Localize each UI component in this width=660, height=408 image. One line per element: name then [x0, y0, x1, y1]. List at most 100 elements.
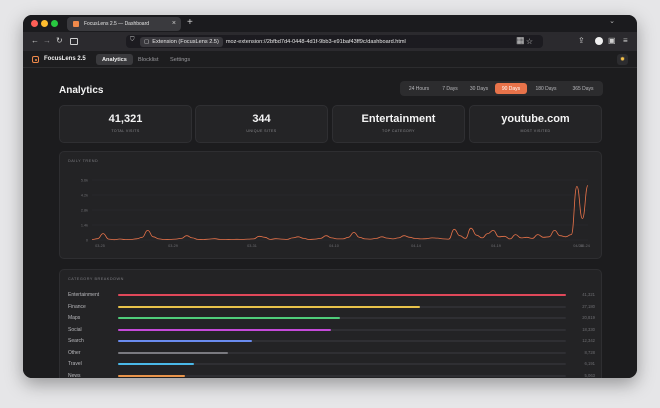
range-24-hours[interactable]: 24 Hours [408, 85, 430, 92]
category-bar-track [118, 317, 566, 319]
share-icon[interactable]: ⇪ [578, 36, 585, 45]
list-all-tabs-icon[interactable]: ⌄ [609, 18, 615, 25]
category-name: News [68, 372, 81, 379]
minimize-window-button[interactable] [41, 20, 48, 27]
category-bar [118, 294, 566, 296]
stat-value: 41,321 [108, 113, 143, 125]
tab-strip: FocusLens 2.5 — Dashboard × + ⌄ [23, 15, 637, 32]
y-tick-label: 2.8k [81, 209, 88, 213]
category-bar [118, 374, 186, 377]
extension-identity-chip[interactable]: ▢ Extension (FocusLens 2.5) [140, 36, 223, 47]
daily-trend-title: DAILY TREND [68, 159, 99, 163]
stat-top-category: Entertainment TOP CATEGORY [332, 105, 465, 143]
daily-trend-panel: DAILY TREND 5.6k 4.2k 2.8k 1.4k 0 03-25 03-29 0… [59, 151, 602, 259]
y-tick-label: 5.6k [81, 179, 88, 183]
range-180-days[interactable]: 180 Days [535, 85, 557, 92]
stat-value: 344 [252, 113, 271, 125]
y-tick-label: 4.2k [81, 194, 88, 198]
new-tab-icon[interactable]: + [187, 17, 193, 28]
stat-total-visits: 41,321 TOTAL VISITS [59, 105, 192, 143]
page-title: Analytics [59, 85, 104, 96]
range-selector: 24 Hours 7 Days 30 Days 90 Days 180 Days… [400, 81, 603, 96]
category-name: Search [68, 338, 84, 344]
stat-value: youtube.com [501, 113, 570, 125]
stat-label: MOST VISITED [520, 129, 551, 133]
stat-unique-sites: 344 UNIQUE SITES [195, 105, 328, 143]
browser-tab[interactable]: FocusLens 2.5 — Dashboard × [67, 17, 181, 31]
range-365-days[interactable]: 365 Days [572, 85, 594, 92]
category-bar-track [118, 328, 566, 331]
browser-window: FocusLens 2.5 — Dashboard × + ⌄ ← → ↻ ⛉ … [23, 15, 637, 378]
category-count: 5,063 [584, 372, 595, 378]
dashboard: Analytics 24 Hours 7 Days 30 Days 90 Day… [23, 69, 637, 378]
focuslens-logo-icon [32, 56, 39, 63]
category-bar-track [118, 363, 566, 365]
range-7-days[interactable]: 7 Days [442, 85, 458, 92]
stat-label: TOTAL VISITS [111, 129, 140, 133]
range-90-days[interactable]: 90 Days [495, 83, 527, 94]
maximize-window-button[interactable] [51, 20, 58, 27]
category-name: Maps [68, 315, 81, 321]
category-bar-track [118, 340, 566, 342]
x-tick-label: 04/24 [573, 244, 583, 248]
category-row: Social 18,330 [68, 326, 595, 334]
category-count: 12,342 [582, 338, 595, 343]
stat-label: UNIQUE SITES [246, 129, 277, 133]
category-count: 6,191 [584, 361, 595, 366]
category-row: Maps 20,819 [68, 314, 595, 322]
trend-line [91, 185, 589, 241]
back-icon[interactable]: ← [31, 36, 39, 45]
stat-value: Entertainment [361, 113, 436, 125]
category-row: Entertainment 41,321 [68, 291, 595, 299]
category-bar-track [118, 351, 566, 354]
close-window-button[interactable] [31, 20, 38, 27]
x-tick-label: 04-14 [411, 244, 421, 248]
category-bar-track [118, 305, 566, 308]
category-bar [118, 317, 340, 319]
category-row: News 5,063 [68, 372, 595, 379]
extensions-icon[interactable]: ▣ [608, 36, 616, 45]
shield-icon[interactable]: ⛉ [130, 37, 135, 43]
sidebar-icon[interactable] [70, 38, 78, 45]
category-count: 20,819 [582, 315, 595, 320]
category-bar [118, 328, 331, 331]
category-name: Entertainment [68, 292, 100, 298]
category-breakdown-title: CATEGORY BREAKDOWN [68, 277, 124, 281]
category-name: Social [68, 326, 82, 333]
x-tick-label: 03-31 [247, 244, 257, 248]
tab-title: FocusLens 2.5 — Dashboard [84, 21, 150, 27]
x-tick-label: 03-29 [168, 244, 178, 248]
stat-label: TOP CATEGORY [382, 129, 415, 133]
category-row: Other 8,728 [68, 349, 595, 357]
category-count: 8,728 [584, 349, 595, 355]
reload-icon[interactable]: ↻ [56, 36, 63, 45]
category-bar [118, 351, 228, 354]
x-tick-label: 04-19 [491, 244, 501, 248]
category-row: Travel 6,191 [68, 360, 595, 368]
category-name: Travel [68, 361, 82, 367]
category-count: 41,321 [582, 292, 595, 297]
navigation-bar: ← → ↻ ⛉ ▢ Extension (FocusLens 2.5) moz-e… [23, 32, 637, 51]
qr-code-icon[interactable]: ▦ [516, 35, 525, 45]
category-name: Finance [68, 303, 86, 310]
theme-toggle-sun-icon[interactable]: ✹ [617, 54, 628, 65]
category-bar [118, 363, 195, 365]
url-text[interactable]: moz-extension://2bfbd7d4-0448-4d1f-9bb3-… [225, 38, 406, 45]
x-tick-label: 04-10 [329, 244, 339, 248]
category-bar [118, 305, 421, 308]
category-breakdown-panel: CATEGORY BREAKDOWN Entertainment 41,321 Fi… [59, 269, 602, 378]
nav-blocklist[interactable]: Blocklist [138, 56, 159, 63]
menu-icon[interactable]: ≡ [623, 36, 628, 45]
daily-trend-chart: 5.6k 4.2k 2.8k 1.4k 0 03-25 03-29 03-31 04-10 04-… [81, 179, 590, 249]
range-30-days[interactable]: 30 Days [469, 85, 489, 92]
category-count: 18,330 [582, 326, 595, 332]
bookmark-star-icon[interactable]: ☆ [525, 37, 533, 46]
url-bar[interactable]: ⛉ ▢ Extension (FocusLens 2.5) moz-extensi… [126, 35, 543, 48]
profile-avatar-icon[interactable] [595, 37, 603, 45]
y-tick-label: 0 [86, 239, 88, 243]
close-tab-icon[interactable]: × [171, 20, 176, 27]
category-name: Other [68, 349, 81, 356]
nav-settings[interactable]: Settings [170, 56, 191, 63]
forward-icon[interactable]: → [43, 36, 51, 45]
nav-analytics[interactable]: Analytics [96, 54, 133, 65]
